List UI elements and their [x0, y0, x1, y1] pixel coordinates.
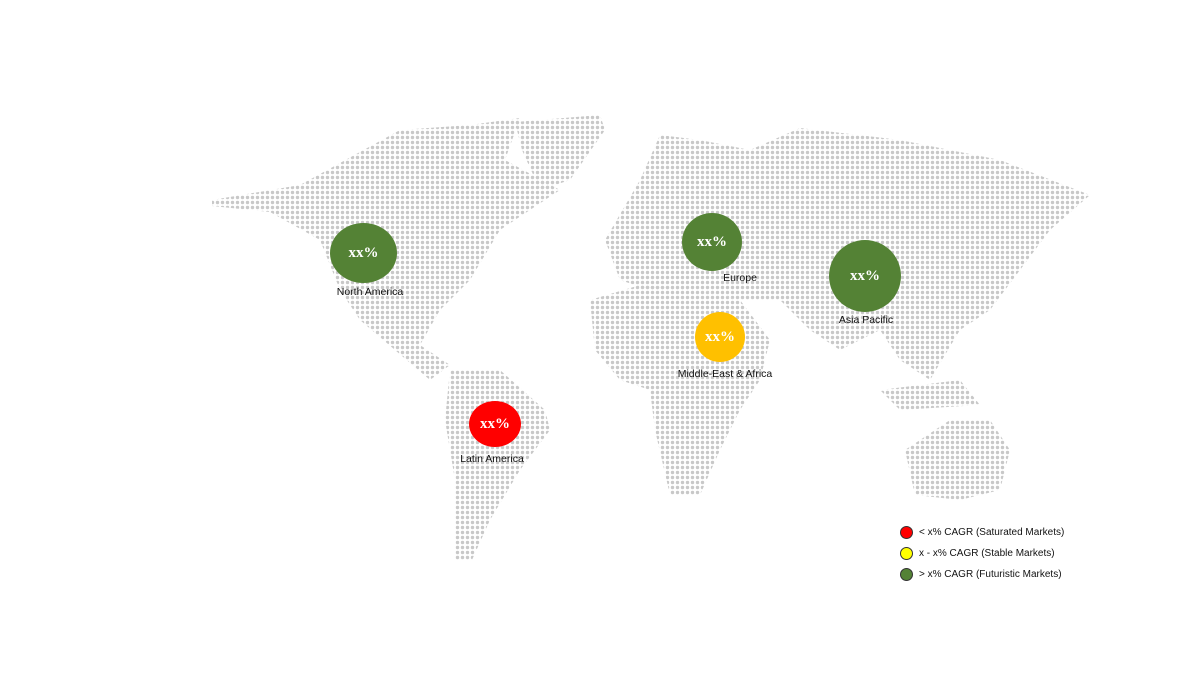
legend-label: > x% CAGR (Futuristic Markets)	[919, 569, 1062, 580]
legend-item-saturated: < x% CAGR (Saturated Markets)	[900, 522, 1064, 543]
asia-pacific-bubble: xx%	[829, 240, 901, 312]
africa-land	[590, 285, 770, 495]
north-america-bubble: xx%	[330, 223, 397, 283]
australia-land	[905, 420, 1010, 500]
asia-pacific-label: Asia Pacific	[838, 314, 894, 326]
legend-item-stable: x - x% CAGR (Stable Markets)	[900, 543, 1064, 564]
latin-america-label: Latin America	[460, 453, 524, 465]
europe-bubble: xx%	[682, 213, 742, 271]
legend-label: < x% CAGR (Saturated Markets)	[919, 527, 1065, 538]
green-circle-icon	[900, 568, 913, 581]
yellow-circle-icon	[900, 547, 913, 560]
north-america-label: North America	[336, 286, 404, 298]
middle-east-africa-label: Middle-East & Africa	[677, 368, 773, 380]
indonesia-land	[880, 380, 980, 410]
south-america-land	[445, 370, 550, 560]
legend-label: x - x% CAGR (Stable Markets)	[919, 548, 1055, 559]
legend: < x% CAGR (Saturated Markets) x - x% CAG…	[900, 522, 1064, 585]
latin-america-bubble: xx%	[469, 401, 521, 447]
middle-east-africa-bubble: xx%	[695, 312, 745, 362]
legend-item-futuristic: > x% CAGR (Futuristic Markets)	[900, 564, 1064, 585]
red-circle-icon	[900, 526, 913, 539]
europe-label: Europe	[723, 272, 757, 284]
greenland-land	[515, 115, 605, 190]
